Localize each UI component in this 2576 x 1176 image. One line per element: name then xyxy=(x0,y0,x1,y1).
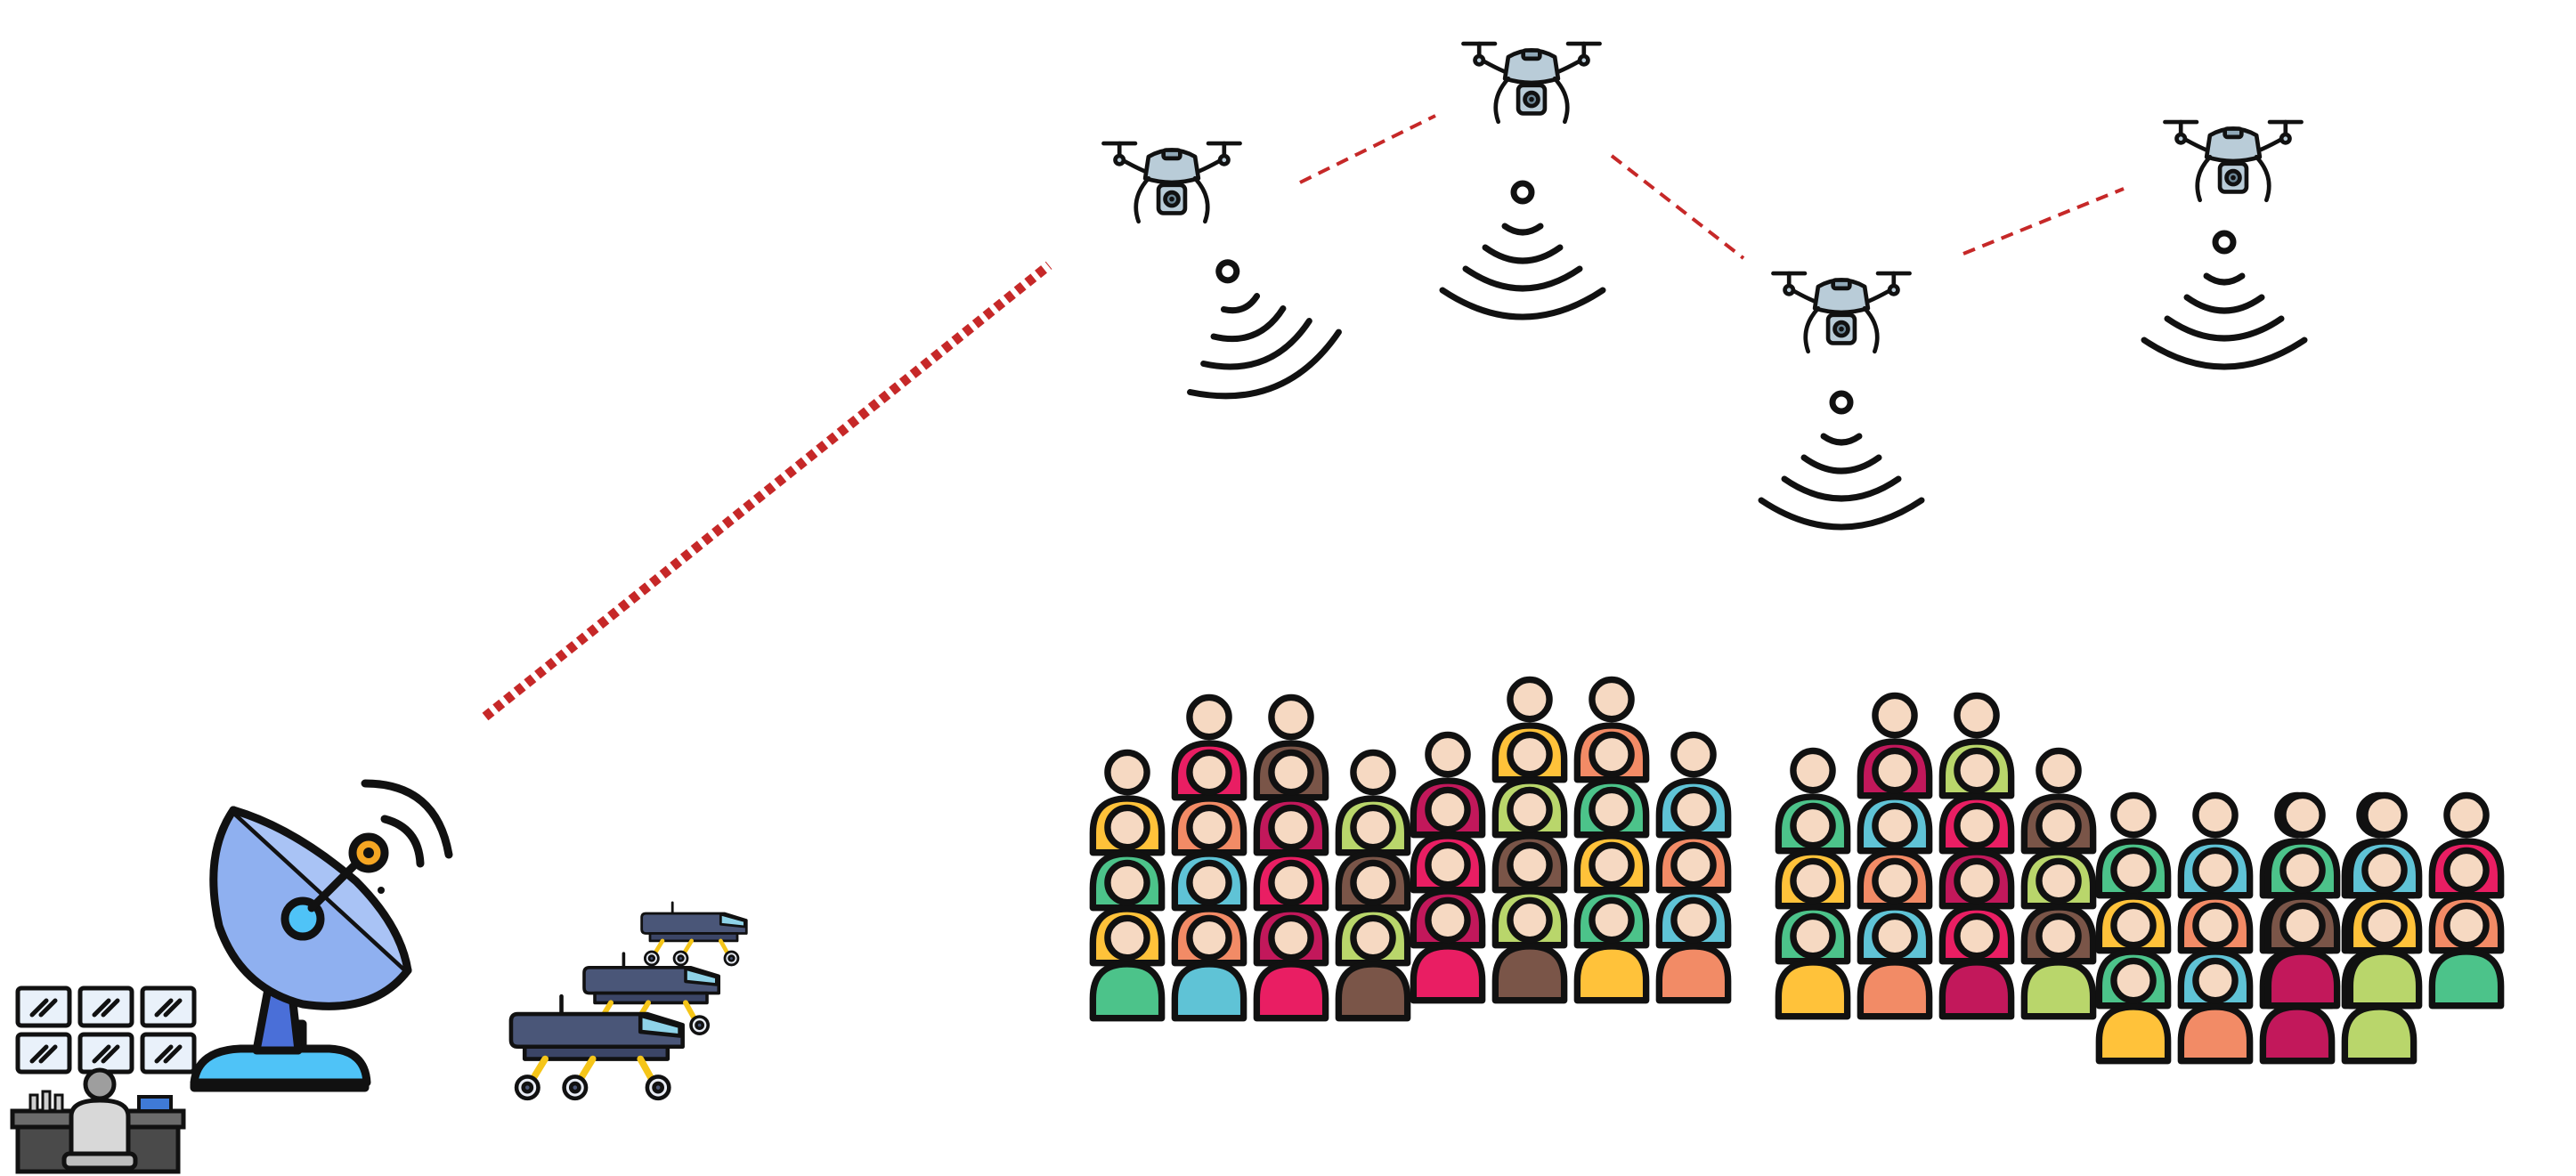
wireless-signal-icon xyxy=(1761,393,1922,527)
rover-icon xyxy=(511,996,683,1099)
drone-icon xyxy=(1773,273,1909,352)
network-links xyxy=(482,114,2125,721)
satellite-dish-icon xyxy=(190,779,453,1092)
drone-icon xyxy=(2165,122,2301,200)
rover-group xyxy=(511,903,746,1099)
drone-1-to-drone-2-link xyxy=(1299,114,1436,184)
wireless-signal-icon xyxy=(2144,233,2304,367)
drone-icon xyxy=(1103,143,1239,222)
rover-icon xyxy=(642,903,747,965)
crowd-icon xyxy=(1093,679,2500,1060)
wireless-signal-icon xyxy=(1150,233,1349,418)
drone-fleet xyxy=(1103,44,2301,352)
control-room-operator-icon xyxy=(10,985,197,1174)
wireless-signal-icon xyxy=(1442,183,1603,317)
drone-2-to-drone-3-link xyxy=(1610,154,1745,260)
drone-icon xyxy=(1463,44,1599,122)
wireless-signals xyxy=(1150,183,2304,527)
ground-to-drone-link xyxy=(482,261,1052,721)
drone-3-to-drone-4-link xyxy=(1962,187,2125,255)
